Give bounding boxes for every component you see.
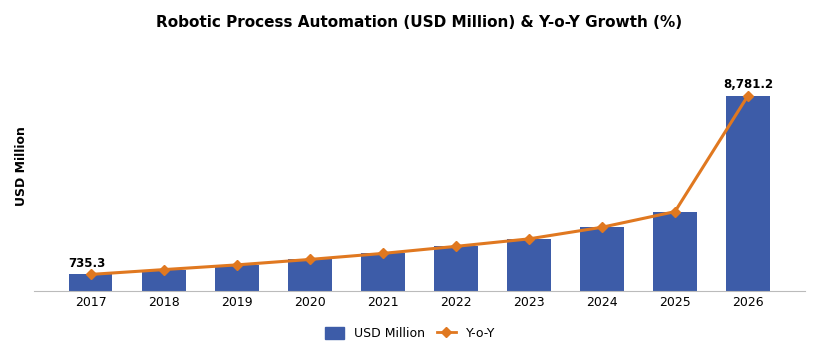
Text: 8,781.2: 8,781.2 — [722, 78, 772, 91]
Bar — [433, 246, 477, 291]
Bar — [506, 239, 550, 291]
Title: Robotic Process Automation (USD Million) & Y-o-Y Growth (%): Robotic Process Automation (USD Million)… — [156, 15, 681, 30]
Text: 735.3: 735.3 — [68, 256, 106, 270]
Bar — [652, 212, 696, 291]
Bar — [725, 96, 769, 291]
Bar — [69, 275, 112, 291]
Bar — [360, 253, 404, 291]
Bar — [579, 227, 623, 291]
Bar — [142, 270, 185, 291]
Bar — [215, 265, 258, 291]
Y-axis label: USD Million: USD Million — [15, 126, 28, 206]
Bar — [287, 260, 331, 291]
Legend: USD Million, Y-o-Y: USD Million, Y-o-Y — [319, 322, 500, 345]
